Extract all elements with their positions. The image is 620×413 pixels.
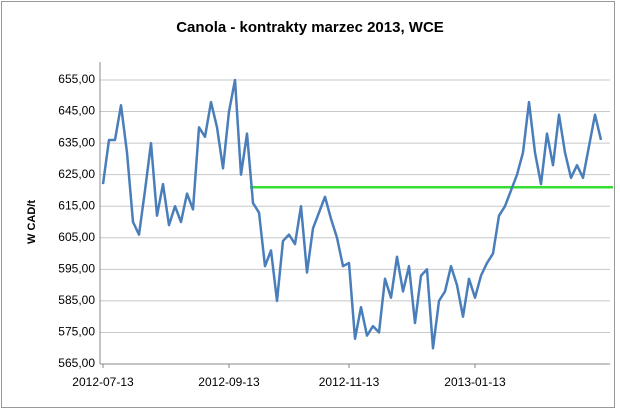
y-tick-label: 595,00 [58,262,95,276]
y-tick-label: 565,00 [58,356,95,370]
x-tick-label: 2012-07-13 [72,375,134,389]
chart-border [1,1,615,408]
y-tick-label: 605,00 [58,230,95,244]
x-tick-label: 2013-01-13 [444,375,506,389]
x-tick-label: 2012-11-13 [319,375,380,389]
data-line [101,78,603,350]
y-axis-label: W CAD/t [26,200,38,244]
y-tick-label: 645,00 [58,104,95,118]
y-tick-label: 585,00 [58,293,95,307]
y-tick-label: 635,00 [58,135,95,149]
x-tick-label: 2012-09-13 [198,375,260,389]
y-tick-label: 615,00 [58,198,95,212]
y-tick-label: 575,00 [58,325,95,339]
chart-title: Canola - kontrakty marzec 2013, WCE [176,19,444,36]
y-tick-label: 655,00 [58,72,95,86]
y-tick-label: 625,00 [58,167,95,181]
